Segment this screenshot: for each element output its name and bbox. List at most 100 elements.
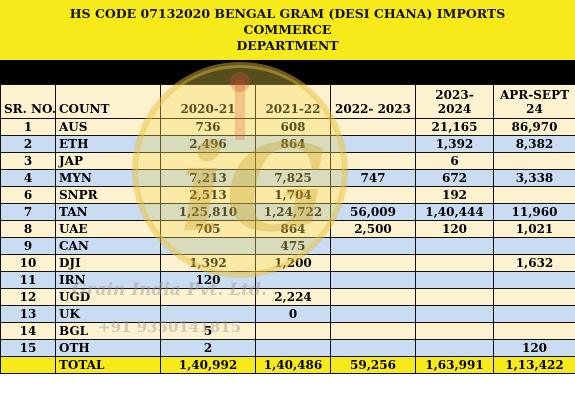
cell-2021-22: 1,200: [255, 254, 331, 272]
table-header-row: SR. NO. COUNT 2020-21 2021-22 2022- 2023…: [0, 84, 575, 119]
cell-2023-24: [415, 271, 494, 289]
cell-2021-22: 864: [255, 220, 331, 238]
col-header-2020-21: 2020-21: [160, 84, 256, 119]
cell-2023-24: 6: [415, 152, 494, 170]
total-2023-24: 1,63,991: [415, 356, 494, 374]
cell-apr-sept-24: 1,021: [493, 220, 575, 238]
cell-apr-sept-24: 1,632: [493, 254, 575, 272]
cell-2023-24: 1,40,444: [415, 203, 494, 221]
cell-2021-22: 2,224: [255, 288, 331, 306]
sr-cell: 15: [0, 339, 56, 357]
country-cell: SNPR: [55, 186, 161, 204]
total-label: TOTAL: [55, 356, 161, 374]
cell-apr-sept-24: [493, 152, 575, 170]
table-row: 7 TAN 1,25,810 1,24,722 56,009 1,40,444 11,960: [0, 203, 575, 221]
total-2020-21: 1,40,992: [160, 356, 256, 374]
table-row: 4 MYN 7,213 7,825 747 672 3,338: [0, 169, 575, 187]
table-row: 15 OTH 2 120: [0, 339, 575, 357]
report-title-line2: DEPARTMENT: [236, 38, 339, 53]
cell-2021-22: 1,704: [255, 186, 331, 204]
cell-2020-21: 1,25,810: [160, 203, 256, 221]
country-cell: DJI: [55, 254, 161, 272]
col-header-apr-sept-24: APR-SEPT 24: [493, 84, 575, 119]
cell-apr-sept-24: [493, 237, 575, 255]
cell-2022-23: 747: [330, 169, 416, 187]
col-header-count: COUNT: [55, 84, 161, 119]
table-row: 8 UAE 705 864 2,500 120 1,021: [0, 220, 575, 238]
country-cell: UK: [55, 305, 161, 323]
sr-cell: 13: [0, 305, 56, 323]
cell-2021-22: [255, 322, 331, 340]
cell-2022-23: [330, 322, 416, 340]
cell-apr-sept-24: [493, 322, 575, 340]
country-cell: UGD: [55, 288, 161, 306]
total-apr-sept-24: 1,13,422: [493, 356, 575, 374]
cell-2022-23: [330, 339, 416, 357]
cell-2023-24: [415, 237, 494, 255]
sr-cell: 10: [0, 254, 56, 272]
cell-apr-sept-24: 86,970: [493, 118, 575, 136]
cell-2023-24: [415, 339, 494, 357]
cell-apr-sept-24: [493, 305, 575, 323]
sr-cell: 3: [0, 152, 56, 170]
cell-2021-22: 7,825: [255, 169, 331, 187]
table-row: 11 IRN 120: [0, 271, 575, 289]
cell-2022-23: [330, 118, 416, 136]
total-row: TOTAL 1,40,992 1,40,486 59,256 1,63,991 …: [0, 356, 575, 374]
country-cell: ETH: [55, 135, 161, 153]
col-header-sr: SR. NO.: [0, 84, 56, 119]
cell-2020-21: 2,496: [160, 135, 256, 153]
cell-apr-sept-24: [493, 288, 575, 306]
cell-2023-24: [415, 254, 494, 272]
cell-2020-21: 120: [160, 271, 256, 289]
country-cell: MYN: [55, 169, 161, 187]
table-row: 13 UK 0: [0, 305, 575, 323]
country-cell: OTH: [55, 339, 161, 357]
cell-2023-24: 672: [415, 169, 494, 187]
cell-2022-23: [330, 135, 416, 153]
country-cell: AUS: [55, 118, 161, 136]
table-row: 3 JAP 6: [0, 152, 575, 170]
cell-2020-21: 2,513: [160, 186, 256, 204]
cell-2020-21: 736: [160, 118, 256, 136]
cell-2020-21: [160, 152, 256, 170]
cell-2023-24: 192: [415, 186, 494, 204]
cell-2022-23: [330, 186, 416, 204]
cell-2021-22: 608: [255, 118, 331, 136]
sr-cell: 14: [0, 322, 56, 340]
cell-2022-23: 56,009: [330, 203, 416, 221]
cell-2020-21: 1,392: [160, 254, 256, 272]
cell-2022-23: 2,500: [330, 220, 416, 238]
table-row: 2 ETH 2,496 864 1,392 8,382: [0, 135, 575, 153]
country-cell: TAN: [55, 203, 161, 221]
sr-cell: 8: [0, 220, 56, 238]
cell-2022-23: [330, 152, 416, 170]
report-title-line1: HS CODE 07132020 BENGAL GRAM (DESI CHANA…: [69, 6, 506, 37]
country-cell: UAE: [55, 220, 161, 238]
col-header-2021-22: 2021-22: [255, 84, 331, 119]
sr-cell: 6: [0, 186, 56, 204]
total-2022-23: 59,256: [330, 356, 416, 374]
cell-2022-23: [330, 288, 416, 306]
table-row: 1 AUS 736 608 21,165 86,970: [0, 118, 575, 136]
total-2021-22: 1,40,486: [255, 356, 331, 374]
sr-cell: 1: [0, 118, 56, 136]
cell-2020-21: [160, 237, 256, 255]
sr-cell: 2: [0, 135, 56, 153]
cell-2023-24: 21,165: [415, 118, 494, 136]
cell-apr-sept-24: 8,382: [493, 135, 575, 153]
cell-2021-22: 0: [255, 305, 331, 323]
cell-2022-23: [330, 271, 416, 289]
cell-2023-24: 1,392: [415, 135, 494, 153]
header-separator-bar: [0, 60, 575, 84]
cell-2022-23: [330, 237, 416, 255]
country-cell: JAP: [55, 152, 161, 170]
table-row: 6 SNPR 2,513 1,704 192: [0, 186, 575, 204]
cell-2021-22: 475: [255, 237, 331, 255]
cell-apr-sept-24: 11,960: [493, 203, 575, 221]
cell-2023-24: [415, 288, 494, 306]
cell-2020-21: 7,213: [160, 169, 256, 187]
cell-apr-sept-24: [493, 186, 575, 204]
sr-cell: 11: [0, 271, 56, 289]
cell-2020-21: 2: [160, 339, 256, 357]
